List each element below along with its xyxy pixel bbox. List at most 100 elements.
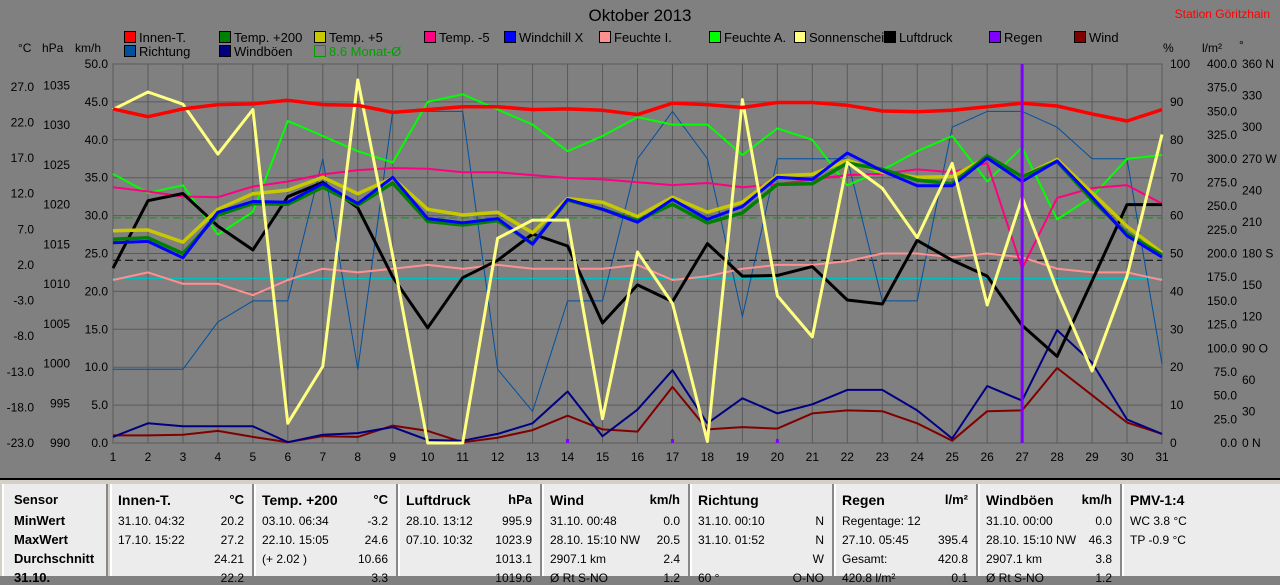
panel-cell-value: 1019.6 <box>495 571 532 585</box>
tick-temp: -3.0 <box>13 294 34 308</box>
series-sonnenschein <box>112 78 1164 445</box>
panel-cell-value: 0.1 <box>951 571 968 585</box>
unit-hpa: hPa <box>42 41 64 55</box>
panel-cell-value: 10.66 <box>357 552 388 566</box>
panel-cell-label: 28.10. 15:10 NW <box>986 533 1077 547</box>
panel-cell-label: 27.10. 05:45 <box>842 533 909 547</box>
panel-title: Richtung <box>698 492 759 508</box>
panel-cell-label: (+ 2.02 ) <box>262 552 308 566</box>
row-label-max: MaxWert <box>14 532 68 547</box>
legend-swatch <box>314 45 326 57</box>
panel-cell-label: 2907.1 km <box>550 552 607 566</box>
legend-item-2: Temp. +5 <box>314 31 383 45</box>
legend-item-r2-0: Richtung <box>124 45 190 59</box>
tick-humidity: 60 <box>1170 209 1184 223</box>
legend-item-r2-1: Windböen <box>219 45 293 59</box>
legend-item-r2-2: 8.6 Monat-Ø <box>314 45 401 59</box>
tick-humidity: 0 <box>1170 436 1177 450</box>
legend-item-4: Windchill X <box>504 31 583 45</box>
panel-cell-label: Regentage: 12 <box>842 514 921 528</box>
legend-swatch <box>504 31 516 43</box>
panel-cell-label: 31.10. 00:00 <box>986 514 1053 528</box>
chart-legend: Innen-T. Temp. +200 Temp. +5 Temp. -5 Windch… <box>124 31 1164 61</box>
panel-cell-value: 3.8 <box>1095 552 1112 566</box>
panel-cell-value: W <box>812 552 824 566</box>
chart-title: Oktober 2013 <box>588 6 692 25</box>
tick-rain: 350.0 <box>1207 104 1237 118</box>
panel-cell-label: 17.10. 15:22 <box>118 533 185 547</box>
series-richtung <box>113 110 1163 412</box>
panel-cell-value: 1.2 <box>663 571 680 585</box>
tick-day: 19 <box>736 450 750 464</box>
tick-pressure: 1010 <box>43 277 70 291</box>
tick-wind: 35.0 <box>85 171 109 185</box>
stats-panel-7: PMV-1:4 WC 3.8 °C TP -0.9 °C <box>1122 484 1280 576</box>
panel-title: Regen <box>842 492 885 508</box>
tick-day: 28 <box>1050 450 1064 464</box>
tick-wind: 0.0 <box>91 436 108 450</box>
tick-pressure: 1005 <box>43 317 70 331</box>
tick-direction: 90 O <box>1242 341 1268 355</box>
unit-rain: l/m² <box>1202 41 1222 55</box>
panel-cell-label: 60 ° <box>698 571 720 585</box>
panel-cell-value: 3.3 <box>371 571 388 585</box>
panel-title: Windböen <box>986 492 1054 508</box>
tick-day: 31 <box>1155 450 1169 464</box>
legend-item-9: Regen <box>989 31 1042 45</box>
panel-cell-label: 03.10. 06:34 <box>262 514 329 528</box>
series-windchill-x <box>112 151 1163 260</box>
panel-cell-label: WC 3.8 °C <box>1130 514 1187 528</box>
panel-cell-value: 420.8 <box>937 552 968 566</box>
tick-day: 27 <box>1015 450 1029 464</box>
tick-day: 7 <box>319 450 326 464</box>
tick-day: 16 <box>631 450 645 464</box>
legend-item-8: Luftdruck <box>884 31 952 45</box>
series-innen-t- <box>112 98 1163 123</box>
tick-humidity: 30 <box>1170 322 1184 336</box>
legend-swatch <box>599 31 611 43</box>
tick-day: 23 <box>876 450 890 464</box>
tick-pressure: 1030 <box>43 118 70 132</box>
tick-humidity: 100 <box>1170 57 1190 71</box>
tick-day: 18 <box>701 450 715 464</box>
tick-day: 21 <box>806 450 820 464</box>
tick-day: 10 <box>421 450 435 464</box>
tick-humidity: 40 <box>1170 284 1184 298</box>
panel-cell-label: Ø Rt S-NO <box>986 571 1045 585</box>
tick-rain: 25.0 <box>1214 412 1238 426</box>
tick-rain: 375.0 <box>1207 81 1237 95</box>
tick-wind: 30.0 <box>85 209 109 223</box>
panel-title: Innen-T. <box>118 492 171 508</box>
legend-swatch <box>794 31 806 43</box>
series-feuchte-a- <box>112 93 1163 236</box>
series-feuchte-i- <box>112 252 1163 297</box>
legend-label: Luftdruck <box>899 30 953 45</box>
tick-day: 11 <box>456 450 469 464</box>
tick-humidity: 20 <box>1170 360 1184 374</box>
tick-day: 2 <box>145 450 152 464</box>
legend-label: 8.6 Monat-Ø <box>329 44 402 59</box>
rain-tick <box>670 439 674 443</box>
panel-cell-value: 27.2 <box>220 533 244 547</box>
tick-rain: 175.0 <box>1207 270 1237 284</box>
panel-cell-value: 20.2 <box>220 514 244 528</box>
legend-swatch <box>314 31 326 43</box>
panel-cell-label: 2907.1 km <box>986 552 1043 566</box>
legend-swatch <box>219 31 231 43</box>
tick-day: 14 <box>561 450 575 464</box>
tick-day: 12 <box>491 450 505 464</box>
series-windb-en <box>112 329 1163 444</box>
panel-cell-value: N <box>815 514 824 528</box>
panel-cell-label: 28.10. 15:10 NW <box>550 533 641 547</box>
tick-pressure: 1015 <box>43 237 70 251</box>
panel-cell-value: 46.3 <box>1088 533 1112 547</box>
row-label-panel: Sensor MinWert MaxWert Durchschnitt 31.1… <box>2 484 108 585</box>
legend-swatch <box>709 31 721 43</box>
tick-temp: 17.0 <box>11 151 35 165</box>
panel-title: Wind <box>550 492 585 508</box>
tick-pressure: 990 <box>50 436 70 450</box>
tick-rain: 50.0 <box>1214 389 1238 403</box>
tick-wind: 50.0 <box>85 57 109 71</box>
panel-cell-value: 22.2 <box>220 571 244 585</box>
legend-swatch <box>989 31 1001 43</box>
